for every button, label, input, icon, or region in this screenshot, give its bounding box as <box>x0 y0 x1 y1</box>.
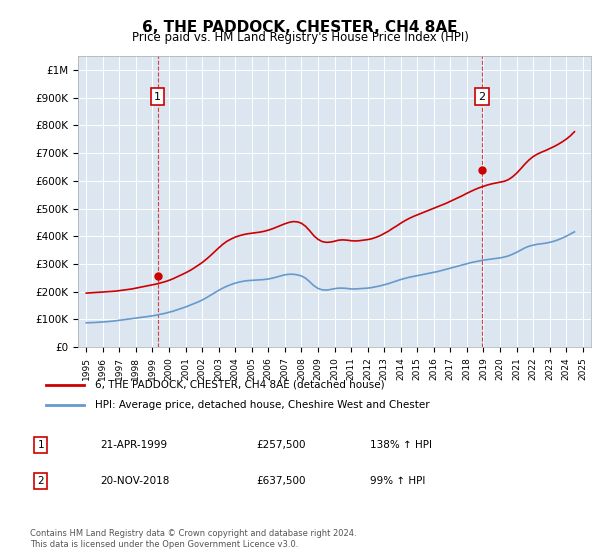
Text: £257,500: £257,500 <box>257 440 306 450</box>
Text: Contains HM Land Registry data © Crown copyright and database right 2024.
This d: Contains HM Land Registry data © Crown c… <box>30 529 356 549</box>
Text: 21-APR-1999: 21-APR-1999 <box>100 440 167 450</box>
Text: 6, THE PADDOCK, CHESTER, CH4 8AE: 6, THE PADDOCK, CHESTER, CH4 8AE <box>142 20 458 35</box>
Text: 99% ↑ HPI: 99% ↑ HPI <box>370 476 425 486</box>
Text: 138% ↑ HPI: 138% ↑ HPI <box>370 440 432 450</box>
Text: Price paid vs. HM Land Registry's House Price Index (HPI): Price paid vs. HM Land Registry's House … <box>131 31 469 44</box>
Text: 1: 1 <box>154 92 161 102</box>
Text: £637,500: £637,500 <box>257 476 306 486</box>
Text: HPI: Average price, detached house, Cheshire West and Chester: HPI: Average price, detached house, Ches… <box>95 400 430 410</box>
Text: 6, THE PADDOCK, CHESTER, CH4 8AE (detached house): 6, THE PADDOCK, CHESTER, CH4 8AE (detach… <box>95 380 385 390</box>
Text: 2: 2 <box>478 92 485 102</box>
Text: 2: 2 <box>37 476 44 486</box>
Text: 1: 1 <box>37 440 44 450</box>
Text: 20-NOV-2018: 20-NOV-2018 <box>100 476 170 486</box>
